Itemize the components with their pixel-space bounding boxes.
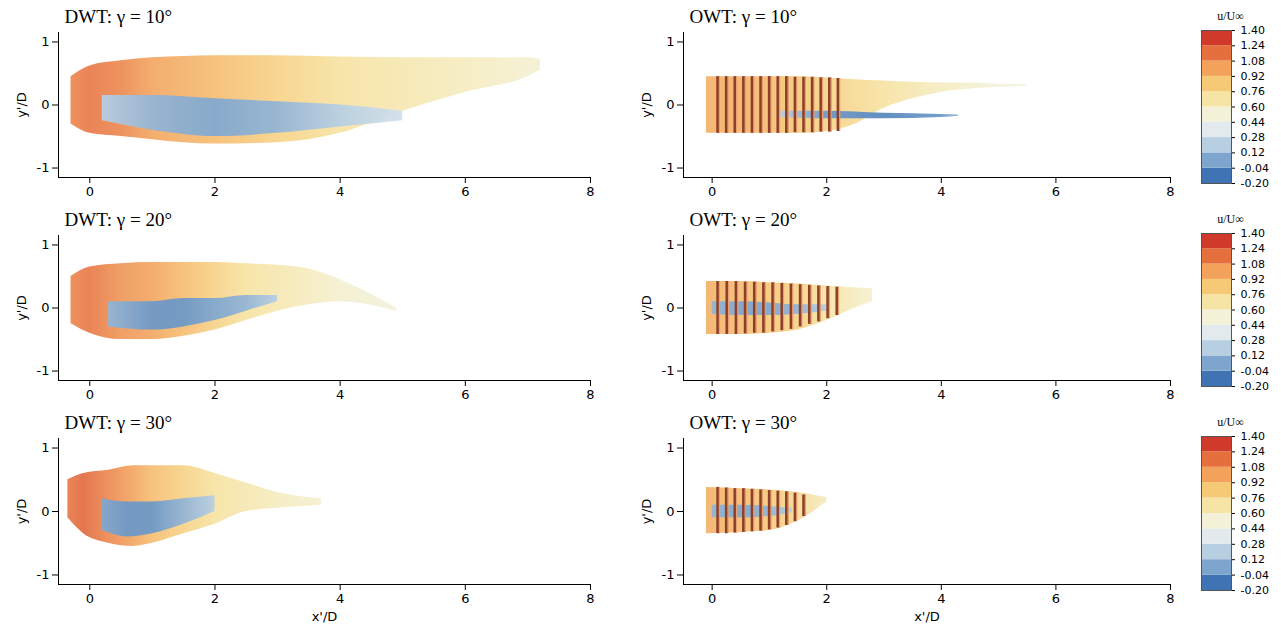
svg-text:0.76: 0.76	[1241, 85, 1266, 98]
svg-text:1.24: 1.24	[1241, 242, 1266, 255]
svg-text:-0.20: -0.20	[1241, 584, 1269, 597]
svg-text:0.60: 0.60	[1241, 304, 1266, 317]
svg-text:-0.20: -0.20	[1241, 177, 1269, 190]
svg-text:1: 1	[666, 237, 674, 252]
svg-text:0: 0	[708, 387, 716, 402]
svg-text:0.12: 0.12	[1241, 146, 1266, 159]
svg-text:1.40: 1.40	[1241, 24, 1266, 37]
svg-text:1: 1	[41, 237, 49, 252]
svg-text:0.92: 0.92	[1241, 273, 1266, 286]
svg-text:4: 4	[937, 591, 945, 606]
svg-text:0.12: 0.12	[1241, 349, 1266, 362]
svg-text:8: 8	[586, 184, 594, 199]
svg-text:0: 0	[666, 300, 674, 315]
svg-text:1.08: 1.08	[1241, 461, 1266, 474]
svg-text:OWT: γ = 10°: OWT: γ = 10°	[690, 6, 798, 27]
svg-text:-0.04: -0.04	[1241, 569, 1269, 582]
svg-text:OWT: γ = 20°: OWT: γ = 20°	[690, 209, 798, 230]
svg-text:2: 2	[823, 591, 831, 606]
svg-text:1.08: 1.08	[1241, 55, 1266, 68]
svg-text:6: 6	[461, 591, 469, 606]
svg-text:u/U∞: u/U∞	[1217, 9, 1244, 23]
svg-text:1.08: 1.08	[1241, 258, 1266, 271]
svg-text:6: 6	[1052, 387, 1060, 402]
svg-text:0.12: 0.12	[1241, 553, 1266, 566]
svg-text:-1: -1	[662, 567, 675, 582]
svg-text:u/U∞: u/U∞	[1217, 212, 1244, 226]
svg-text:1: 1	[41, 440, 49, 455]
svg-text:0.92: 0.92	[1241, 70, 1266, 83]
svg-text:2: 2	[823, 184, 831, 199]
svg-text:2: 2	[211, 591, 219, 606]
svg-text:-1: -1	[37, 567, 50, 582]
svg-text:1.40: 1.40	[1241, 227, 1266, 240]
svg-text:0: 0	[86, 184, 94, 199]
svg-text:4: 4	[336, 184, 344, 199]
svg-text:0: 0	[666, 504, 674, 519]
svg-text:0.28: 0.28	[1241, 131, 1266, 144]
svg-text:-1: -1	[662, 160, 675, 175]
svg-text:0.76: 0.76	[1241, 492, 1266, 505]
svg-text:1: 1	[41, 34, 49, 49]
svg-text:4: 4	[937, 184, 945, 199]
svg-text:0: 0	[708, 591, 716, 606]
svg-text:8: 8	[1166, 184, 1174, 199]
svg-text:6: 6	[461, 184, 469, 199]
svg-text:-1: -1	[37, 363, 50, 378]
svg-text:0.60: 0.60	[1241, 101, 1266, 114]
svg-text:DWT: γ = 10°: DWT: γ = 10°	[65, 6, 173, 27]
svg-text:OWT: γ = 30°: OWT: γ = 30°	[690, 412, 798, 433]
svg-text:0.28: 0.28	[1241, 334, 1266, 347]
svg-text:0: 0	[41, 97, 49, 112]
svg-text:0.44: 0.44	[1241, 116, 1266, 129]
svg-text:0.28: 0.28	[1241, 538, 1266, 551]
svg-text:0: 0	[86, 591, 94, 606]
svg-text:DWT: γ = 20°: DWT: γ = 20°	[65, 209, 173, 230]
svg-text:1: 1	[666, 440, 674, 455]
svg-text:0: 0	[86, 387, 94, 402]
svg-text:y'/D: y'/D	[14, 92, 29, 118]
svg-text:0.92: 0.92	[1241, 476, 1266, 489]
svg-text:8: 8	[1166, 387, 1174, 402]
svg-text:1: 1	[666, 34, 674, 49]
svg-text:-0.04: -0.04	[1241, 365, 1269, 378]
svg-text:1.24: 1.24	[1241, 445, 1266, 458]
svg-text:y'/D: y'/D	[639, 92, 654, 118]
svg-text:2: 2	[211, 184, 219, 199]
svg-text:6: 6	[461, 387, 469, 402]
svg-text:0.44: 0.44	[1241, 522, 1266, 535]
svg-text:2: 2	[823, 387, 831, 402]
svg-text:y'/D: y'/D	[639, 499, 654, 525]
svg-text:6: 6	[1052, 184, 1060, 199]
svg-text:2: 2	[211, 387, 219, 402]
svg-text:-0.04: -0.04	[1241, 162, 1269, 175]
svg-text:-1: -1	[662, 363, 675, 378]
svg-text:x'/D: x'/D	[312, 609, 338, 624]
svg-text:1.24: 1.24	[1241, 39, 1266, 52]
svg-text:4: 4	[336, 387, 344, 402]
svg-text:8: 8	[586, 591, 594, 606]
svg-text:0.60: 0.60	[1241, 507, 1266, 520]
svg-text:u/U∞: u/U∞	[1217, 415, 1244, 429]
svg-text:0: 0	[666, 97, 674, 112]
svg-text:-0.20: -0.20	[1241, 380, 1269, 393]
svg-text:0.44: 0.44	[1241, 319, 1266, 332]
svg-text:0: 0	[41, 504, 49, 519]
svg-text:4: 4	[336, 591, 344, 606]
svg-text:y'/D: y'/D	[14, 499, 29, 525]
svg-text:1.40: 1.40	[1241, 430, 1266, 443]
svg-text:8: 8	[1166, 591, 1174, 606]
svg-text:8: 8	[586, 387, 594, 402]
svg-text:y'/D: y'/D	[14, 295, 29, 321]
svg-text:0.76: 0.76	[1241, 288, 1266, 301]
svg-text:DWT: γ = 30°: DWT: γ = 30°	[65, 412, 173, 433]
svg-text:x'/D: x'/D	[914, 609, 940, 624]
svg-text:-1: -1	[37, 160, 50, 175]
svg-text:4: 4	[937, 387, 945, 402]
svg-text:0: 0	[41, 300, 49, 315]
svg-text:0: 0	[708, 184, 716, 199]
svg-text:y'/D: y'/D	[639, 295, 654, 321]
svg-text:6: 6	[1052, 591, 1060, 606]
